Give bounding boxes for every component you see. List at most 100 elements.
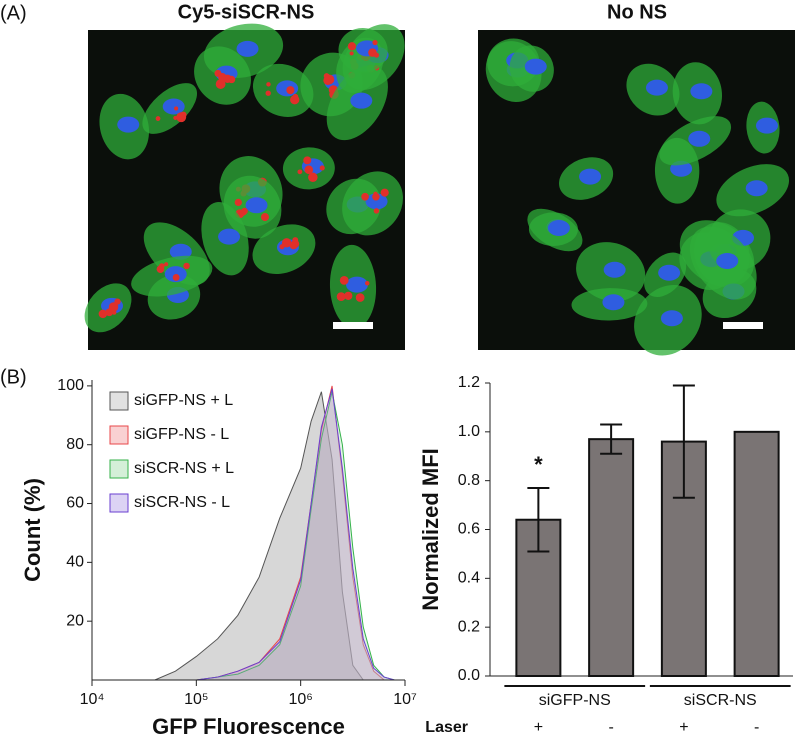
particle	[108, 302, 119, 312]
y-tick-label: 1.0	[458, 423, 480, 440]
particle	[303, 156, 312, 165]
nucleus	[690, 83, 713, 100]
particle	[260, 213, 270, 222]
particle	[159, 263, 165, 269]
x-tick-label: -	[608, 719, 613, 736]
nucleus	[745, 180, 768, 197]
particle	[265, 90, 271, 96]
particle	[372, 39, 378, 46]
scale-bar	[333, 322, 373, 329]
panel-label: (A)	[0, 2, 27, 24]
particle	[292, 237, 299, 243]
legend-swatch	[109, 459, 129, 479]
nucleus	[660, 310, 683, 327]
bar	[733, 430, 780, 678]
micrograph	[84, 23, 405, 350]
x-tick-label: 10⁶	[288, 691, 312, 708]
group-label: siGFP-NS	[539, 692, 611, 709]
particle	[349, 51, 354, 56]
nucleus	[218, 228, 241, 245]
particle	[266, 82, 271, 87]
nucleus	[579, 168, 602, 185]
y-tick-label: 20	[66, 612, 84, 629]
y-tick-label: 0.8	[458, 472, 480, 489]
y-tick-label: 80	[66, 436, 84, 453]
particle	[308, 172, 318, 183]
x-tick-label: +	[679, 719, 688, 736]
particle	[361, 192, 369, 201]
x-axis-title: GFP Fluorescence	[152, 714, 345, 739]
particle	[164, 262, 169, 267]
y-tick-label: 0.0	[458, 667, 480, 684]
legend-label: siSCR-NS + L	[134, 460, 234, 477]
particle	[324, 74, 335, 85]
legend-label: siGFP-NS + L	[134, 392, 233, 409]
panel-label: (B)	[0, 366, 27, 388]
particle	[174, 106, 179, 111]
nucleus	[547, 219, 570, 236]
particle	[215, 79, 226, 89]
nucleus	[602, 294, 625, 311]
x-tick-label: 10⁵	[184, 691, 208, 708]
particle	[365, 281, 370, 286]
nucleus	[236, 40, 259, 57]
nucleus	[645, 79, 668, 96]
x-tick-label: -	[754, 719, 759, 736]
nucleus	[716, 252, 739, 269]
x-tick-label: 10⁷	[393, 691, 417, 708]
x-tick-label: +	[534, 719, 543, 736]
nucleus	[350, 92, 373, 109]
particle	[98, 309, 108, 319]
nucleus	[365, 193, 388, 210]
annotation: *	[534, 452, 543, 477]
nucleus	[688, 130, 711, 147]
particle	[372, 193, 380, 201]
y-tick-label: 0.4	[458, 570, 480, 587]
particle	[336, 292, 346, 302]
nucleus	[245, 197, 268, 214]
particle	[368, 48, 377, 57]
row-label: Laser	[425, 719, 468, 736]
nucleus	[162, 98, 185, 115]
image-title: No NS	[607, 1, 667, 23]
particle	[289, 241, 298, 250]
particle	[281, 238, 292, 248]
particle	[344, 291, 353, 300]
particle	[373, 208, 380, 214]
nucleus	[524, 58, 547, 75]
y-tick-label: 0.2	[458, 618, 480, 635]
particle	[297, 169, 303, 175]
bar	[588, 438, 635, 677]
histogram-area	[154, 388, 395, 681]
legend-swatch	[109, 391, 129, 411]
particle	[380, 188, 389, 197]
nucleus	[603, 261, 626, 278]
particle	[183, 262, 190, 270]
particle	[234, 198, 242, 207]
micrograph	[478, 30, 795, 356]
legend-swatch	[109, 425, 129, 445]
particle	[155, 116, 161, 121]
legend-label: siGFP-NS - L	[134, 426, 229, 443]
nucleus	[169, 243, 192, 260]
particle	[292, 93, 299, 100]
y-axis-title: Count (%)	[20, 478, 45, 582]
particle	[347, 42, 357, 51]
image-title: Cy5-siSCR-NS	[178, 1, 315, 23]
particle	[319, 165, 325, 171]
particle	[172, 274, 180, 281]
scale-bar	[723, 322, 763, 329]
particle	[286, 86, 295, 95]
y-axis-title: Normalized MFI	[418, 448, 443, 611]
y-tick-label: 1.2	[458, 374, 480, 391]
particle	[223, 74, 232, 83]
y-tick-label: 100	[57, 377, 84, 394]
particle	[180, 111, 187, 119]
nucleus	[346, 276, 369, 293]
x-tick-label: 10⁴	[80, 691, 105, 708]
particle	[304, 165, 314, 175]
y-tick-label: 60	[66, 495, 84, 512]
group-label: siSCR-NS	[684, 692, 757, 709]
legend-swatch	[109, 493, 129, 513]
